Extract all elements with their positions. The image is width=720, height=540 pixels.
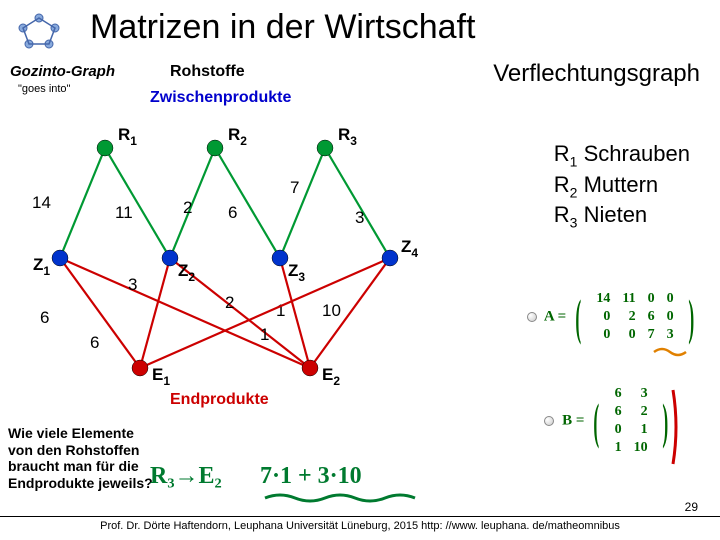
svg-text:7: 7 [290,178,299,197]
svg-text:14: 14 [32,193,51,212]
matrix-cell: 3 [628,385,654,403]
svg-text:Rohstoffe: Rohstoffe [170,63,245,80]
question-text: Wie viele Elemente von den Rohstoffen br… [8,425,153,492]
matrix-cell: 10 [628,439,654,457]
matrix-cell: 0 [616,326,641,344]
svg-text:R3: R3 [338,125,357,148]
matrix-cell: 11 [616,290,641,308]
svg-text:Z4: Z4 [401,237,418,260]
svg-text:Zwischenprodukte: Zwischenprodukte [150,89,291,106]
matrix-A-underline [652,346,696,358]
matrix-cell: 14 [590,290,616,308]
svg-text:2: 2 [225,293,234,312]
svg-text:3: 3 [128,275,137,294]
svg-text:Endprodukte: Endprodukte [170,391,269,408]
underline-squiggle [260,490,420,508]
svg-text:Z2: Z2 [178,261,195,284]
matrix-cell: 0 [609,421,628,439]
svg-text:"goes into": "goes into" [18,83,71,95]
logo-icon [14,10,64,50]
matrix-cell: 1 [628,421,654,439]
legend-r1: Schrauben [584,141,690,166]
matrix-cell: 0 [661,290,680,308]
svg-text:10: 10 [322,301,341,320]
matrix-A-label: A = [544,308,566,324]
matrix-cell: 0 [642,290,661,308]
svg-text:1: 1 [260,325,269,344]
footer-text: Prof. Dr. Dörte Haftendorn, Leuphana Uni… [0,516,720,532]
subtitle: Verflechtungsgraph [493,60,700,88]
bullet-icon [544,416,554,426]
matrix-cell: 2 [628,403,654,421]
svg-text:11: 11 [115,203,133,222]
matrix-B: B = ( 636201110 ) [544,385,674,457]
matrix-cell: 7 [642,326,661,344]
svg-text:6: 6 [40,308,49,327]
svg-text:6: 6 [90,333,99,352]
matrix-cell: 3 [661,326,680,344]
matrix-cell: 0 [590,308,616,326]
svg-text:Z3: Z3 [288,261,305,284]
hand-annotation-expr1: R₃→E₂ [150,463,222,490]
svg-text:R2: R2 [228,125,247,148]
svg-text:Gozinto-Graph: Gozinto-Graph [10,63,115,80]
hand-annotation-expr2: 7·1 + 3·10 [260,463,362,490]
slide-number: 29 [685,500,698,514]
matrix-cell: 6 [609,385,628,403]
page-title: Matrizen in der Wirtschaft [90,8,475,47]
matrix-cell: 2 [616,308,641,326]
matrix-cell: 0 [590,326,616,344]
legend-r2: Muttern [584,172,659,197]
matrix-cell: 6 [609,403,628,421]
legend: R1 Schrauben R2 Muttern R3 Nieten [554,140,690,232]
matrix-B-label: B = [562,412,584,428]
svg-text:E1: E1 [152,365,170,388]
matrix-cell: 0 [661,308,680,326]
matrix-cell: 1 [609,439,628,457]
svg-text:R1: R1 [118,125,137,148]
svg-text:6: 6 [228,203,237,222]
matrix-B-mark [666,388,680,466]
legend-r3: Nieten [584,202,648,227]
bullet-icon [527,312,537,322]
svg-text:E2: E2 [322,365,340,388]
svg-text:3: 3 [355,208,364,227]
svg-text:2: 2 [183,198,192,217]
gozinto-graph: Gozinto-Graph "goes into" Rohstoffe Zwische… [0,58,460,418]
matrix-A: A = ( 14110002600073 ) [527,290,700,344]
svg-text:Z1: Z1 [33,255,50,278]
matrix-cell: 6 [642,308,661,326]
